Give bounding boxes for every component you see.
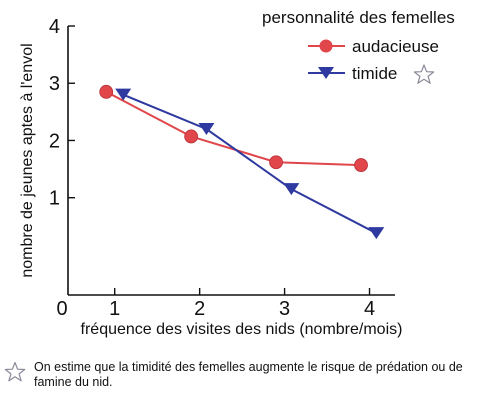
data-point-audacieuse [269, 155, 283, 170]
legend-label-timide: timide [352, 64, 397, 83]
footnote-text: On estime que la timidité des femelles a… [34, 360, 463, 389]
data-point-timide [283, 183, 300, 196]
data-point-timide [368, 227, 385, 240]
data-point-audacieuse [184, 129, 199, 144]
star-outline-icon [4, 361, 26, 388]
chart-axes: 1 2 3 4 1 2 3 4 0 fréquence des visites des nids … [19, 16, 402, 338]
x-tick-label: 4 [364, 298, 375, 320]
series-line-timide [122, 93, 377, 235]
y-tick-label: 4 [49, 16, 60, 38]
series-layer [99, 84, 385, 240]
y-tick-label: 3 [49, 73, 60, 95]
line-chart: 1 2 3 4 1 2 3 4 0 fréquence des visites des nids … [19, 8, 455, 338]
x-tick-label: 2 [194, 298, 205, 320]
legend: personnalité des femelles audacieuse timid… [262, 8, 455, 84]
data-point-timide [115, 88, 132, 101]
y-tick-label: 2 [49, 130, 60, 152]
legend-marker-timide [318, 67, 334, 79]
data-point-timide [198, 123, 215, 136]
legend-label-audacieuse: audacieuse [352, 37, 439, 56]
origin-label: 0 [56, 298, 67, 320]
x-axis-label: fréquence des visites des nids (nombre/m… [81, 321, 403, 338]
y-tick-label: 1 [49, 188, 60, 210]
y-axis-label: nombre de jeunes aptes à l'envol [19, 43, 36, 277]
x-tick-label: 3 [279, 298, 290, 320]
legend-marker-audacieuse [319, 39, 333, 53]
data-point-audacieuse [354, 158, 368, 172]
star-outline-icon [413, 64, 435, 84]
legend-title: personnalité des femelles [262, 8, 455, 27]
x-tick-label: 1 [109, 298, 120, 320]
data-point-audacieuse [99, 84, 114, 99]
